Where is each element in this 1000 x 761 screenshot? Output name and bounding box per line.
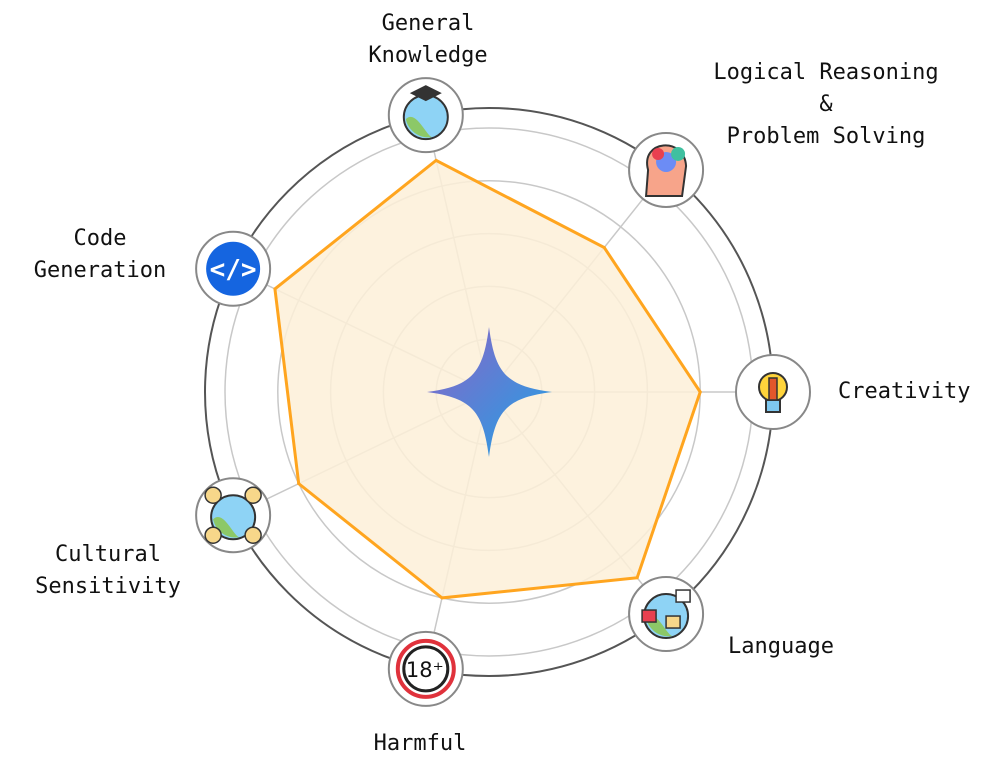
axis-label: Cultural Sensitivity bbox=[35, 542, 181, 599]
axis-label-line: Problem Solving bbox=[727, 124, 926, 149]
person bbox=[204, 526, 222, 544]
18-plus-icon: 18⁺ bbox=[387, 630, 464, 707]
lightbulb-pencil-icon bbox=[735, 354, 811, 430]
data-point bbox=[635, 576, 639, 580]
cap bbox=[409, 85, 442, 102]
code-brackets-icon: </> bbox=[195, 230, 272, 307]
land bbox=[405, 116, 432, 138]
axis-label: Logical Reasoning & Problem Solving bbox=[713, 60, 938, 149]
axis-label-line: & bbox=[819, 92, 833, 117]
data-point bbox=[297, 482, 301, 486]
icon-ring-inner bbox=[402, 645, 450, 693]
axis-label-line: Cultural bbox=[55, 542, 161, 567]
data-point bbox=[602, 246, 606, 250]
person bbox=[244, 526, 262, 544]
land bbox=[213, 516, 240, 538]
axis-label-line: Code bbox=[74, 226, 127, 251]
pencil bbox=[768, 377, 778, 401]
axis-label-line: General bbox=[382, 11, 475, 36]
data-point bbox=[434, 158, 438, 162]
axis-label-line: Sensitivity bbox=[35, 574, 181, 599]
icon-ring bbox=[395, 638, 456, 699]
bubble bbox=[641, 609, 657, 623]
person bbox=[204, 486, 222, 504]
axis-label: General Knowledge bbox=[368, 11, 487, 68]
icon-glyph: 18⁺ bbox=[406, 658, 444, 682]
data-point bbox=[273, 287, 277, 291]
axis-label: Harmful bbox=[374, 731, 467, 756]
bulb-base bbox=[765, 399, 781, 413]
axis-label: Language bbox=[728, 634, 834, 659]
globe-people-icon bbox=[195, 477, 272, 554]
brain-puzzle-icon bbox=[628, 131, 705, 208]
axis-label-line: Logical Reasoning bbox=[713, 60, 938, 85]
center-star-logo bbox=[427, 327, 552, 457]
icon-bg bbox=[206, 241, 261, 296]
axis-label-line: Generation bbox=[34, 258, 166, 283]
globe-graduation-cap-icon bbox=[387, 77, 464, 154]
axis-label: Code Generation bbox=[34, 226, 166, 283]
bubble bbox=[665, 615, 681, 629]
axis-label: Creativity bbox=[838, 379, 970, 404]
axis-label-line: Creativity bbox=[838, 379, 970, 404]
translation-globe-icon bbox=[628, 576, 705, 653]
icon-glyph: </> bbox=[210, 255, 257, 285]
puzzle bbox=[671, 146, 686, 161]
puzzle bbox=[652, 147, 665, 160]
axis-label-line: Knowledge bbox=[368, 43, 487, 68]
data-point bbox=[698, 390, 702, 394]
axis-label-line: Language bbox=[728, 634, 834, 659]
person bbox=[244, 486, 262, 504]
bubble bbox=[675, 589, 691, 603]
axis-label-line: Harmful bbox=[374, 731, 467, 756]
data-point bbox=[440, 596, 444, 600]
